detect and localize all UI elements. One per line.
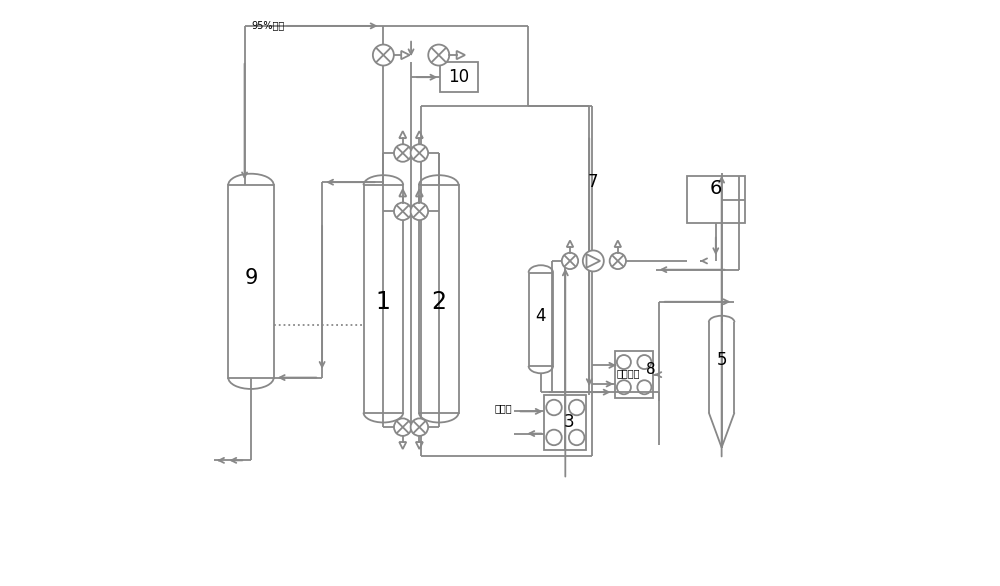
Text: 进深井水: 进深井水 xyxy=(617,369,640,379)
Circle shape xyxy=(373,45,394,66)
Bar xyxy=(228,185,274,377)
Circle shape xyxy=(428,45,449,66)
Text: 冷却水: 冷却水 xyxy=(494,404,512,414)
Text: 2: 2 xyxy=(431,289,446,314)
Text: 5: 5 xyxy=(716,351,727,369)
Circle shape xyxy=(411,144,428,162)
Bar xyxy=(687,176,745,223)
Circle shape xyxy=(562,253,578,269)
Text: 10: 10 xyxy=(449,68,470,86)
Bar xyxy=(544,395,586,450)
Polygon shape xyxy=(709,322,734,413)
Text: 9: 9 xyxy=(244,268,258,288)
Bar xyxy=(364,185,403,413)
Bar xyxy=(419,185,459,413)
Text: 3: 3 xyxy=(564,414,574,431)
Bar xyxy=(529,272,553,366)
Circle shape xyxy=(394,203,411,220)
Text: 4: 4 xyxy=(536,307,546,325)
Text: 7: 7 xyxy=(588,173,599,191)
Circle shape xyxy=(394,418,411,436)
Text: 8: 8 xyxy=(646,363,655,377)
Bar xyxy=(615,352,653,398)
Text: 6: 6 xyxy=(710,179,722,197)
Circle shape xyxy=(411,203,428,220)
Bar xyxy=(440,62,478,93)
Circle shape xyxy=(394,144,411,162)
Text: 95%乙醇: 95%乙醇 xyxy=(251,20,284,30)
Circle shape xyxy=(411,418,428,436)
Circle shape xyxy=(583,250,604,271)
Circle shape xyxy=(610,253,626,269)
Text: 1: 1 xyxy=(376,289,391,314)
